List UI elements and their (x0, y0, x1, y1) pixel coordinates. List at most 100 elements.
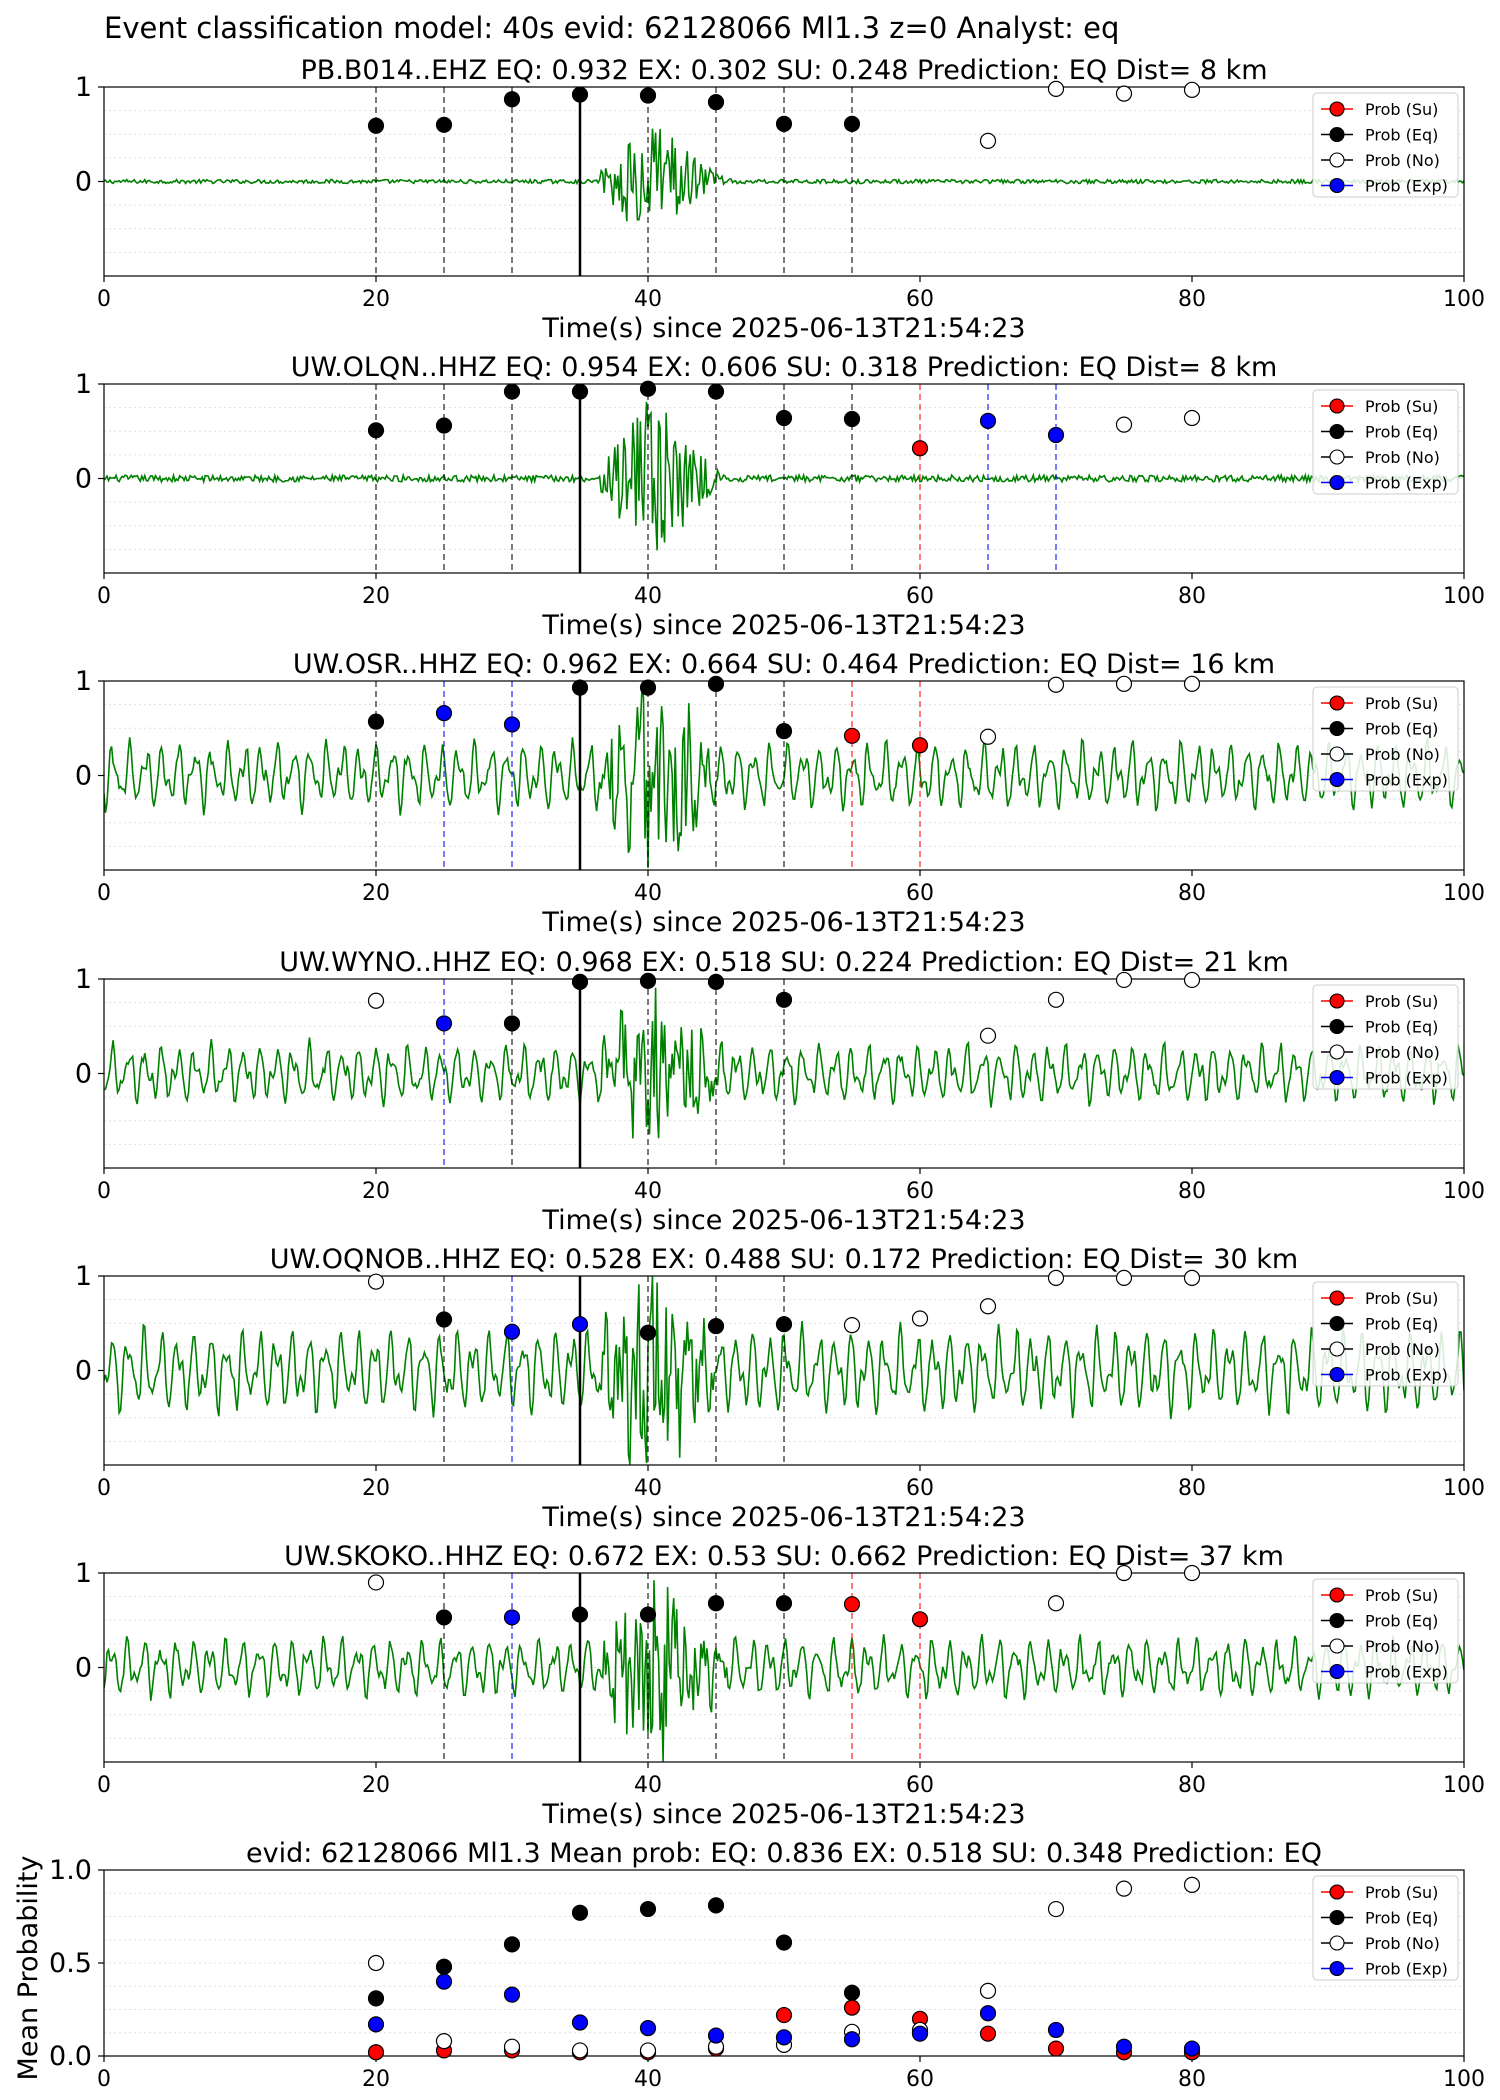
point-no (1183, 1269, 1201, 1286)
point-ex (1183, 2040, 1201, 2057)
legend-label: Prob (Eq) (1365, 423, 1438, 442)
point-no (1047, 991, 1065, 1008)
x-axis-label: Time(s) since 2025-06-13T21:54:23 (541, 1799, 1025, 1830)
x-tick-label: 0 (97, 287, 111, 312)
point-ex (571, 2014, 589, 2031)
legend-label: Prob (Eq) (1365, 1315, 1438, 1334)
point-ex (503, 1323, 521, 1340)
legend-label: Prob (No) (1365, 1934, 1440, 1953)
point-eq (435, 1609, 453, 1626)
figure-suptitle: Event classification model: 40s evid: 62… (104, 11, 1119, 45)
panel-legend: Prob (Su) Prob (Eq) Prob (No) Prob (Exp) (1312, 1281, 1459, 1387)
y-tick-label: 1 (75, 72, 92, 103)
panel-points (367, 1269, 1201, 1341)
x-tick-label: 40 (634, 2067, 662, 2092)
y-tick-label: 1.0 (49, 1855, 92, 1886)
waveform-trace (104, 686, 1464, 868)
point-ex (1047, 426, 1065, 444)
x-tick-label: 80 (1178, 881, 1206, 906)
y-tick-label: 1 (75, 1261, 92, 1292)
point-eq (775, 409, 793, 427)
point-no (1115, 1564, 1133, 1582)
legend-marker-no (1329, 746, 1345, 762)
y-tick-label: 0 (75, 167, 92, 198)
legend-label: Prob (No) (1365, 745, 1440, 764)
panel-legend: Prob (Su) Prob (Eq) Prob (No) Prob (Exp) (1312, 1875, 1459, 1981)
point-no (1115, 675, 1133, 692)
point-eq (707, 675, 725, 692)
point-eq (639, 972, 657, 989)
legend-marker-ex (1329, 474, 1345, 491)
legend-marker-ex (1329, 177, 1345, 194)
y-tick-label: 1 (75, 1558, 92, 1589)
legend-marker-no (1329, 1044, 1345, 1060)
x-tick-label: 40 (634, 1179, 662, 1204)
legend-marker-su (1329, 1290, 1345, 1306)
panel-4: UW.WYNO..HHZ EQ: 0.968 EX: 0.518 SU: 0.2… (75, 947, 1485, 1236)
legend-marker-ex (1329, 1069, 1345, 1086)
point-eq (503, 1936, 521, 1953)
point-eq (571, 1904, 589, 1921)
x-axis-label: Time(s) since 2025-06-13T21:54:23 (541, 1205, 1025, 1236)
legend-label: Prob (Exp) (1365, 177, 1448, 196)
panel-7: evid: 62128066 Ml1.3 Mean prob: EQ: 0.83… (13, 1838, 1485, 2092)
point-su (979, 2025, 997, 2042)
x-tick-label: 20 (362, 1179, 390, 1204)
x-tick-label: 20 (362, 584, 390, 609)
panel-title: UW.OQNOB..HHZ EQ: 0.528 EX: 0.488 SU: 0.… (270, 1244, 1298, 1275)
legend-marker-no (1329, 1638, 1345, 1654)
point-eq (571, 973, 589, 990)
point-eq (775, 722, 793, 740)
point-no (639, 2042, 657, 2059)
point-no (1115, 1269, 1133, 1286)
point-eq (435, 417, 453, 434)
point-no (1183, 1564, 1201, 1582)
x-tick-label: 40 (634, 287, 662, 312)
point-su (367, 2044, 385, 2061)
legend-box (1312, 389, 1459, 495)
panel-title: evid: 62128066 Ml1.3 Mean prob: EQ: 0.83… (246, 1838, 1322, 1869)
point-eq (435, 1958, 453, 1975)
legend-marker-no (1329, 1341, 1345, 1357)
point-no (1183, 971, 1201, 989)
point-ex (979, 2005, 997, 2022)
x-tick-label: 20 (362, 1476, 390, 1501)
legend-box (1312, 686, 1459, 792)
point-no (503, 2038, 521, 2055)
point-no (911, 1310, 929, 1327)
x-axis-label: Time(s) since 2025-06-13T21:54:23 (541, 1502, 1025, 1533)
x-tick-label: 0 (97, 881, 111, 906)
point-eq (571, 86, 589, 103)
legend-label: Prob (Su) (1365, 694, 1438, 713)
legend-label: Prob (Eq) (1365, 720, 1438, 739)
x-tick-label: 100 (1443, 1476, 1485, 1501)
panel-title: UW.OLQN..HHZ EQ: 0.954 EX: 0.606 SU: 0.3… (291, 352, 1278, 383)
x-axis-label: Time(s) since 2025-06-13T21:54:23 (541, 313, 1025, 344)
point-ex (639, 2019, 657, 2037)
point-su (911, 440, 929, 457)
panel-points (367, 971, 1201, 1044)
x-tick-label: 0 (97, 1476, 111, 1501)
x-tick-label: 60 (906, 1773, 934, 1798)
panel-points (367, 80, 1201, 149)
point-eq (503, 91, 521, 108)
legend-label: Prob (No) (1365, 1340, 1440, 1359)
point-no (979, 728, 997, 745)
panel-title: PB.B014..EHZ EQ: 0.932 EX: 0.302 SU: 0.2… (300, 55, 1267, 86)
point-ex (775, 2029, 793, 2046)
point-no (1047, 1900, 1065, 1918)
legend-box (1312, 1875, 1459, 1981)
legend-label: Prob (No) (1365, 1637, 1440, 1656)
point-eq (367, 117, 385, 134)
legend-label: Prob (Exp) (1365, 1069, 1448, 1088)
legend-marker-no (1329, 152, 1345, 168)
x-axis-label: Time(s) since 2025-06-13T21:54:23 (541, 610, 1025, 641)
x-tick-label: 40 (634, 1773, 662, 1798)
legend-marker-eq (1329, 126, 1345, 143)
point-eq (775, 991, 793, 1008)
point-ex (435, 1015, 453, 1032)
legend-marker-ex (1329, 1960, 1345, 1977)
point-eq (571, 1606, 589, 1623)
x-tick-label: 60 (906, 1179, 934, 1204)
